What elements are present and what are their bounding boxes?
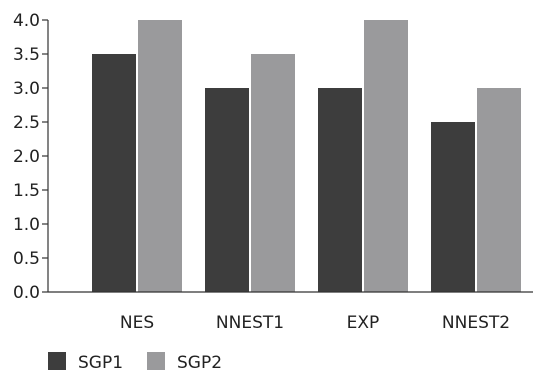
bar-sgp1-exp: [318, 88, 362, 292]
bar-sgp2-nnest1: [251, 54, 295, 292]
y-tick-label: 3.5: [13, 45, 40, 65]
y-axis: 0.0 0.5 1.0 1.5 2.0 2.5 3.0 3.5 4.0: [13, 11, 48, 303]
legend-label-sgp1: SGP1: [78, 353, 123, 373]
x-category-label: NES: [120, 313, 154, 333]
y-tick-label: 0.5: [13, 249, 40, 269]
y-tick-label: 3.0: [13, 79, 40, 99]
bar-sgp2-nes: [138, 20, 182, 292]
y-tick-label: 0.0: [13, 283, 40, 303]
legend-swatch-sgp2: [147, 352, 165, 370]
bar-sgp1-nnest2: [431, 122, 475, 292]
legend-swatch-sgp1: [48, 352, 66, 370]
bar-sgp1-nnest1: [205, 88, 249, 292]
y-tick-label: 2.5: [13, 113, 40, 133]
y-tick-label: 1.0: [13, 215, 40, 235]
x-category-label: EXP: [347, 313, 380, 333]
bar-sgp2-exp: [364, 20, 408, 292]
bars: [92, 20, 521, 292]
legend-label-sgp2: SGP2: [177, 353, 222, 373]
y-tick-label: 1.5: [13, 181, 40, 201]
y-tick-label: 4.0: [13, 11, 40, 31]
bar-sgp1-nes: [92, 54, 136, 292]
legend: SGP1 SGP2: [48, 352, 222, 373]
y-tick-label: 2.0: [13, 147, 40, 167]
bar-sgp2-nnest2: [477, 88, 521, 292]
x-category-label: NNEST2: [442, 313, 510, 333]
x-axis: NES NNEST1 EXP NNEST2: [48, 292, 533, 333]
x-category-label: NNEST1: [216, 313, 284, 333]
